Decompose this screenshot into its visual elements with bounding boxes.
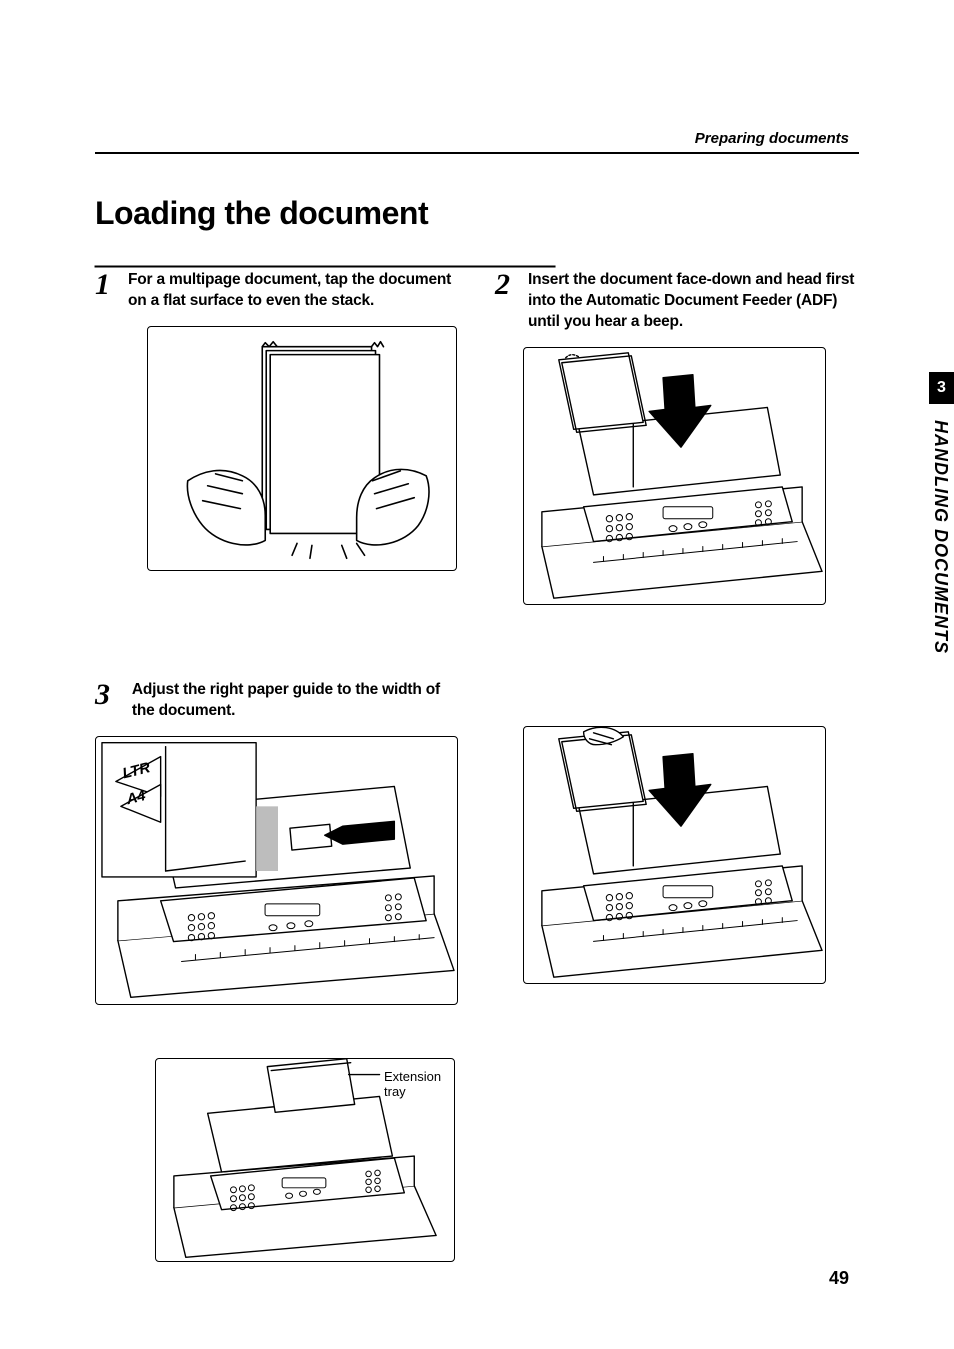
figure-adjust-guide: LTR A4: [95, 736, 458, 1005]
col-left: 1 For a multipage document, tap the docu…: [95, 270, 459, 605]
extension-tray-label: Extension tray: [384, 1069, 454, 1099]
step-1-number: 1: [95, 270, 110, 300]
step-2: 2 Insert the document face-down and head…: [495, 270, 859, 333]
step-1-text: For a multipage document, tap the docume…: [128, 270, 459, 312]
step-3: 3 Adjust the right paper guide to the wi…: [95, 680, 459, 722]
page: Preparing documents Loading the document…: [0, 0, 954, 1349]
col-left-2: 3 Adjust the right paper guide to the wi…: [95, 680, 459, 1005]
page-title: Loading the document ___________________…: [95, 195, 859, 269]
side-label: HANDLING DOCUMENTS: [930, 420, 951, 654]
step-3-number: 3: [95, 680, 114, 710]
title-rule: _____________________________: [95, 232, 553, 268]
step-2-text: Insert the document face-down and head f…: [528, 270, 859, 333]
row-2: 3 Adjust the right paper guide to the wi…: [95, 680, 859, 1005]
row-1: 1 For a multipage document, tap the docu…: [95, 270, 859, 605]
header-rule: [95, 152, 859, 154]
step-3-text: Adjust the right paper guide to the widt…: [132, 680, 459, 722]
title-text: Loading the document: [95, 195, 428, 231]
col-right: 2 Insert the document face-down and head…: [495, 270, 859, 605]
figure-extension-tray: Extension tray: [155, 1058, 455, 1262]
col-right-2: [495, 680, 859, 1005]
running-header: Preparing documents: [695, 130, 849, 147]
figure-load-doc: [523, 726, 826, 984]
row-3: Extension tray: [155, 1058, 455, 1262]
chapter-tab: 3: [929, 372, 954, 404]
page-number: 49: [829, 1268, 849, 1289]
step-2-number: 2: [495, 270, 510, 300]
figure-insert-adf: [523, 347, 826, 605]
figure-tap-stack: [147, 326, 457, 571]
step-1: 1 For a multipage document, tap the docu…: [95, 270, 459, 312]
